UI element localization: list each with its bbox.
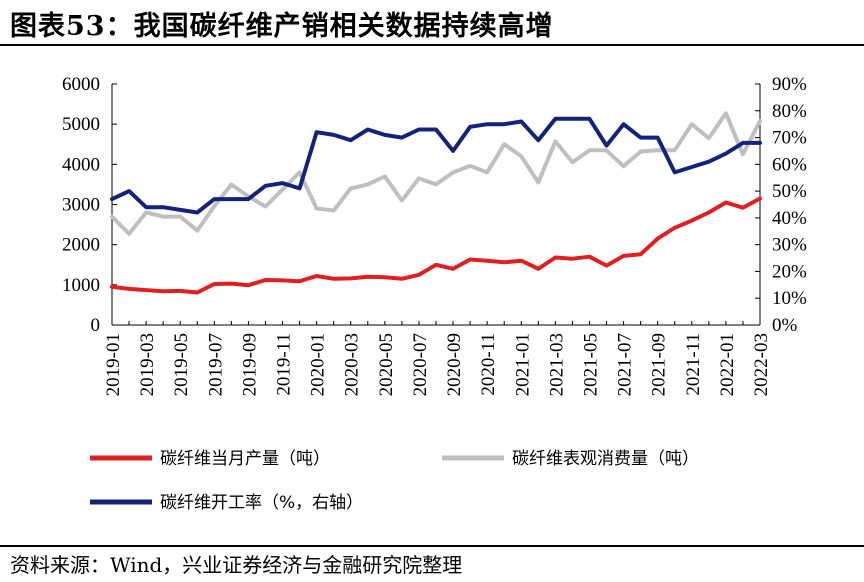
left-tick-label: 3000 bbox=[62, 195, 100, 216]
x-tick-label: 2019-03 bbox=[137, 333, 158, 396]
left-tick-label: 6000 bbox=[62, 74, 100, 95]
right-tick-label: 90% bbox=[772, 74, 807, 95]
x-tick-label: 2020-05 bbox=[376, 333, 397, 396]
title-rule bbox=[0, 44, 864, 46]
series-lines bbox=[110, 111, 762, 295]
x-tick-label: 2020-03 bbox=[342, 333, 363, 396]
left-tick-label: 2000 bbox=[62, 235, 100, 256]
x-tick-label: 2021-07 bbox=[615, 333, 636, 396]
x-tick-label: 2019-05 bbox=[171, 333, 192, 396]
series-line-3 bbox=[110, 116, 762, 215]
x-tick-label: 2021-03 bbox=[546, 333, 567, 396]
legend-label-1: 碳纤维当月产量（吨） bbox=[160, 449, 330, 469]
right-tick-label: 20% bbox=[772, 261, 807, 282]
x-tick-label: 2019-01 bbox=[103, 333, 124, 396]
right-tick-label: 0% bbox=[772, 315, 798, 336]
chart-title: 图表53：我国碳纤维产销相关数据持续高增 bbox=[10, 11, 554, 42]
right-tick-label: 10% bbox=[772, 288, 807, 309]
right-tick-label: 50% bbox=[772, 181, 807, 202]
source-rule bbox=[0, 545, 864, 547]
x-tick-label: 2021-11 bbox=[683, 333, 704, 396]
x-tick-label: 2020-09 bbox=[444, 333, 465, 396]
source-note: 资料来源：Wind，兴业证券经济与金融研究院整理 bbox=[10, 553, 463, 577]
left-tick-label: 1000 bbox=[62, 275, 100, 296]
series-line-1 bbox=[110, 196, 762, 295]
x-tick-label: 2021-09 bbox=[649, 333, 670, 396]
left-tick-label: 5000 bbox=[62, 114, 100, 135]
x-tick-label: 2020-01 bbox=[308, 333, 329, 396]
x-tick-label: 2021-05 bbox=[580, 333, 601, 396]
legend-label-3: 碳纤维开工率（%，右轴） bbox=[160, 493, 363, 513]
left-tick-label: 4000 bbox=[62, 154, 100, 175]
x-tick-label: 2022-01 bbox=[717, 333, 738, 396]
right-tick-label: 70% bbox=[772, 128, 807, 149]
x-tick-label: 2019-07 bbox=[205, 333, 226, 396]
legend-label-2: 碳纤维表观消费量（吨） bbox=[512, 449, 699, 469]
right-tick-label: 60% bbox=[772, 154, 807, 175]
x-tick-label: 2019-11 bbox=[274, 333, 295, 396]
chart: 0 1000 2000 3000 4000 5000 6000 0% 10% 20% 30% 40% 5… bbox=[62, 74, 807, 513]
legend: 碳纤维当月产量（吨） 碳纤维表观消费量（吨） 碳纤维开工率（%，右轴） bbox=[90, 449, 699, 513]
right-tick-label: 80% bbox=[772, 101, 807, 122]
left-tick-label: 0 bbox=[91, 315, 101, 336]
axes: 0 1000 2000 3000 4000 5000 6000 0% 10% 20% 30% 40% 5… bbox=[62, 74, 807, 396]
x-tick-label: 2019-09 bbox=[239, 333, 260, 396]
right-tick-label: 30% bbox=[772, 235, 807, 256]
x-tick-label: 2022-03 bbox=[751, 333, 772, 396]
x-tick-label: 2020-11 bbox=[478, 333, 499, 396]
x-tick-label: 2021-01 bbox=[512, 333, 533, 396]
right-tick-label: 40% bbox=[772, 208, 807, 229]
x-tick-label: 2020-07 bbox=[410, 333, 431, 396]
